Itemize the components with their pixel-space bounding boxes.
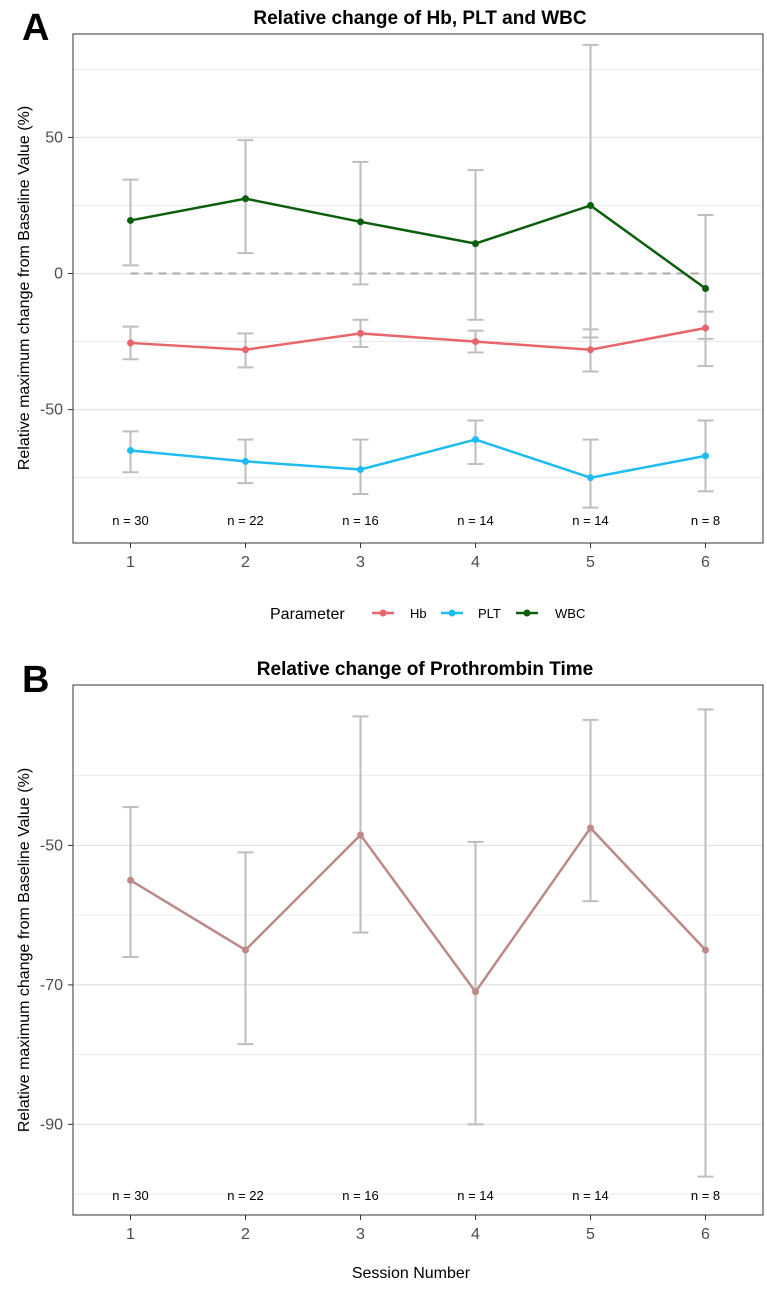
panel-b-point-series-0-4 xyxy=(587,824,594,832)
legend-entry-hb: Hb xyxy=(372,606,427,621)
panel-letter-a: A xyxy=(22,7,49,49)
panel-a-x-tick-label-5: 6 xyxy=(701,554,710,571)
panel-b-n-label-5: n = 8 xyxy=(691,1188,720,1203)
panel-a-n-labels: n = 30 n = 22 n = 16 n = 14 n = 14 n = 8 xyxy=(112,513,720,528)
panel-b-x-tick-label-4: 5 xyxy=(586,1226,595,1243)
panel-b-errorbar-series-0-4 xyxy=(582,718,599,903)
panel-a-title: Relative change of Hb, PLT and WBC xyxy=(253,8,587,29)
panel-a-x-tick-label-3: 4 xyxy=(471,554,480,571)
panel-b-series xyxy=(127,824,709,996)
panel-a-y-tick-label-0: 0 xyxy=(54,266,63,283)
legend-label-plt: PLT xyxy=(478,606,501,621)
panel-a-x-tick-label-1: 2 xyxy=(241,554,250,571)
legend-key-wbc-dot xyxy=(523,609,531,617)
panel-a-line-wbc xyxy=(130,197,707,290)
panel-a-point-hb-2 xyxy=(357,329,364,337)
panel-a: A Relative change of Hb, PLT and WBC n =… xyxy=(16,7,764,623)
panel-a-point-plt-5 xyxy=(702,452,709,460)
panel-b-x-axis-title: Session Number xyxy=(352,1265,471,1282)
legend-key-hb-dot xyxy=(379,609,387,617)
panel-b-x-tick-label-5: 6 xyxy=(701,1226,710,1243)
panel-b-n-label-0: n = 30 xyxy=(112,1188,149,1203)
panel-a-point-wbc-4 xyxy=(587,201,594,209)
panel-a-point-plt-0 xyxy=(127,446,134,454)
panel-b-x-tick-label-0: 1 xyxy=(126,1226,135,1243)
panel-b-n-label-3: n = 14 xyxy=(457,1188,494,1203)
panel-a-line-plt xyxy=(130,438,706,479)
panel-b-y-axis-title: Relative maximum change from Baseline Va… xyxy=(16,768,33,1132)
panel-b-x-tick-label-3: 4 xyxy=(471,1226,480,1243)
panel-b-y-tick-label--90: -90 xyxy=(40,1116,63,1133)
panel-b-point-series-0-5 xyxy=(702,946,709,954)
panel-b-x-tick-label-1: 2 xyxy=(241,1226,250,1243)
panel-a-x-tick-label-2: 3 xyxy=(356,554,365,571)
panel-b-title: Relative change of Prothrombin Time xyxy=(257,659,593,680)
legend-entry-plt: PLT xyxy=(441,606,501,621)
panel-a-plot-border xyxy=(72,33,764,544)
panel-b-n-label-1: n = 22 xyxy=(227,1188,264,1203)
legend-key-plt-dot xyxy=(448,609,456,617)
panel-a-errorbar-wbc-5 xyxy=(697,214,714,340)
panel-a-point-hb-5 xyxy=(702,324,709,332)
legend-entry-wbc: WBC xyxy=(516,606,585,621)
panel-b-axes: -90 -70 -50 1 2 3 4 5 6 xyxy=(40,837,710,1243)
panel-a-point-wbc-2 xyxy=(357,218,364,226)
panel-a-point-hb-4 xyxy=(587,346,594,354)
panel-b-n-label-4: n = 14 xyxy=(572,1188,609,1203)
panel-a-point-wbc-0 xyxy=(127,216,134,224)
panel-b-point-series-0-3 xyxy=(472,988,479,996)
panel-letter-b: B xyxy=(22,659,49,701)
panel-a-point-hb-0 xyxy=(127,339,134,347)
panel-b-point-series-0-2 xyxy=(357,831,364,839)
panel-a-point-wbc-5 xyxy=(702,285,709,292)
panel-a-point-plt-1 xyxy=(242,457,249,465)
panel-a-y-tick-label--50: -50 xyxy=(40,402,63,419)
panel-a-point-hb-1 xyxy=(242,346,249,354)
panel-a-point-plt-4 xyxy=(587,474,594,482)
panel-a-n-label-5: n = 8 xyxy=(691,513,720,528)
panel-b-y-tick-label--70: -70 xyxy=(40,977,63,994)
panel-a-axes: -50 0 50 1 2 3 4 5 6 xyxy=(40,129,710,571)
panel-b-errorbar-series-0-3 xyxy=(467,840,484,1126)
panel-b-y-tick-label--50: -50 xyxy=(40,837,63,854)
panel-b-errorbars xyxy=(122,708,714,1178)
panel-b-plot-border xyxy=(72,684,764,1216)
panel-a-plot-background xyxy=(73,34,763,543)
panel-b-errorbar-series-0-5 xyxy=(697,708,714,1178)
panel-a-n-label-1: n = 22 xyxy=(227,513,264,528)
legend: Parameter Hb PLT WBC xyxy=(270,606,585,623)
panel-a-n-label-0: n = 30 xyxy=(112,513,149,528)
panel-b-point-series-0-0 xyxy=(127,876,134,884)
legend-label-wbc: WBC xyxy=(555,606,585,621)
panel-a-point-plt-3 xyxy=(472,436,479,444)
panel-a-point-wbc-1 xyxy=(242,195,249,203)
panel-b-line-series-0 xyxy=(129,825,707,994)
panel-a-x-tick-label-0: 1 xyxy=(126,554,135,571)
panel-a-n-label-3: n = 14 xyxy=(457,513,494,528)
panel-b-n-labels: n = 30 n = 22 n = 16 n = 14 n = 14 n = 8 xyxy=(112,1188,720,1203)
panel-a-n-label-4: n = 14 xyxy=(572,513,609,528)
panel-a-errorbar-wbc-4 xyxy=(582,43,599,339)
panel-a-n-label-2: n = 16 xyxy=(342,513,379,528)
panel-a-line-hb xyxy=(130,326,706,352)
legend-title: Parameter xyxy=(270,606,345,623)
panel-b-point-series-0-1 xyxy=(242,946,249,954)
panel-a-series xyxy=(127,195,709,482)
panel-a-x-tick-label-4: 5 xyxy=(586,554,595,571)
panel-b-errorbar-series-0-2 xyxy=(352,715,369,934)
legend-label-hb: Hb xyxy=(410,606,427,621)
panel-a-y-tick-label-50: 50 xyxy=(45,129,63,146)
panel-b-plot-background xyxy=(73,685,763,1215)
panel-b-x-tick-label-2: 3 xyxy=(356,1226,365,1243)
panel-a-point-plt-2 xyxy=(357,466,364,474)
panel-b-n-label-2: n = 16 xyxy=(342,1188,379,1203)
panel-a-point-wbc-3 xyxy=(472,240,479,248)
panel-b: B Relative change of Prothrombin Time n … xyxy=(16,659,764,1282)
panel-a-errorbar-plt-4 xyxy=(582,438,599,509)
panel-a-y-axis-title: Relative maximum change from Baseline Va… xyxy=(16,106,33,470)
panel-a-point-hb-3 xyxy=(472,338,479,346)
